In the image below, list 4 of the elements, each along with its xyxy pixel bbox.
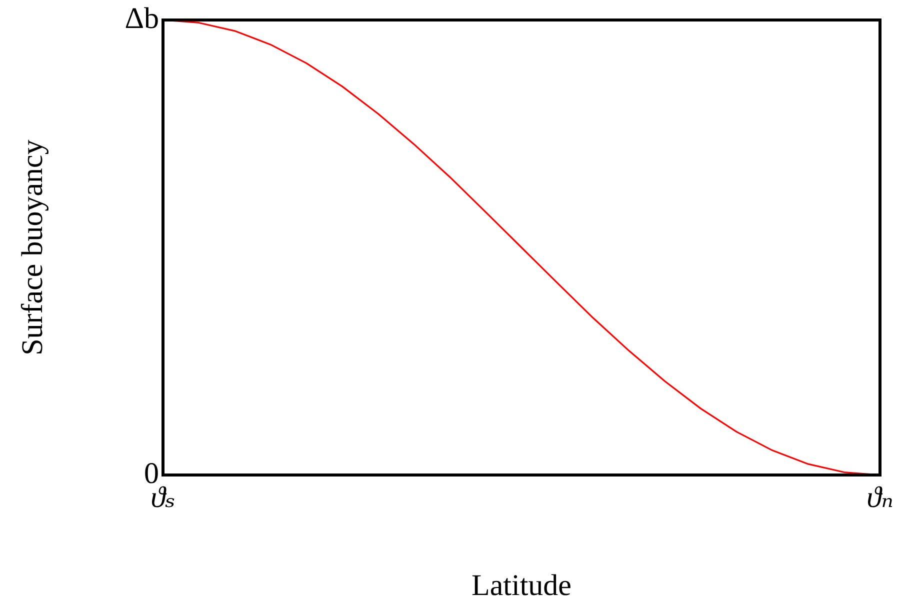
text: Δb <box>124 2 159 35</box>
x-tick-label: ϑₙ <box>866 480 894 514</box>
y-axis-title: Surface buoyancy <box>16 140 49 356</box>
x-axis-title: Latitude <box>472 568 572 602</box>
